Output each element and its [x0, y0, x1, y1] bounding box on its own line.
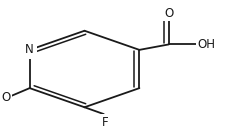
Text: N: N — [25, 43, 34, 56]
Text: F: F — [101, 116, 108, 129]
Text: OH: OH — [196, 38, 214, 51]
Text: O: O — [164, 7, 173, 20]
Text: O: O — [1, 91, 11, 104]
